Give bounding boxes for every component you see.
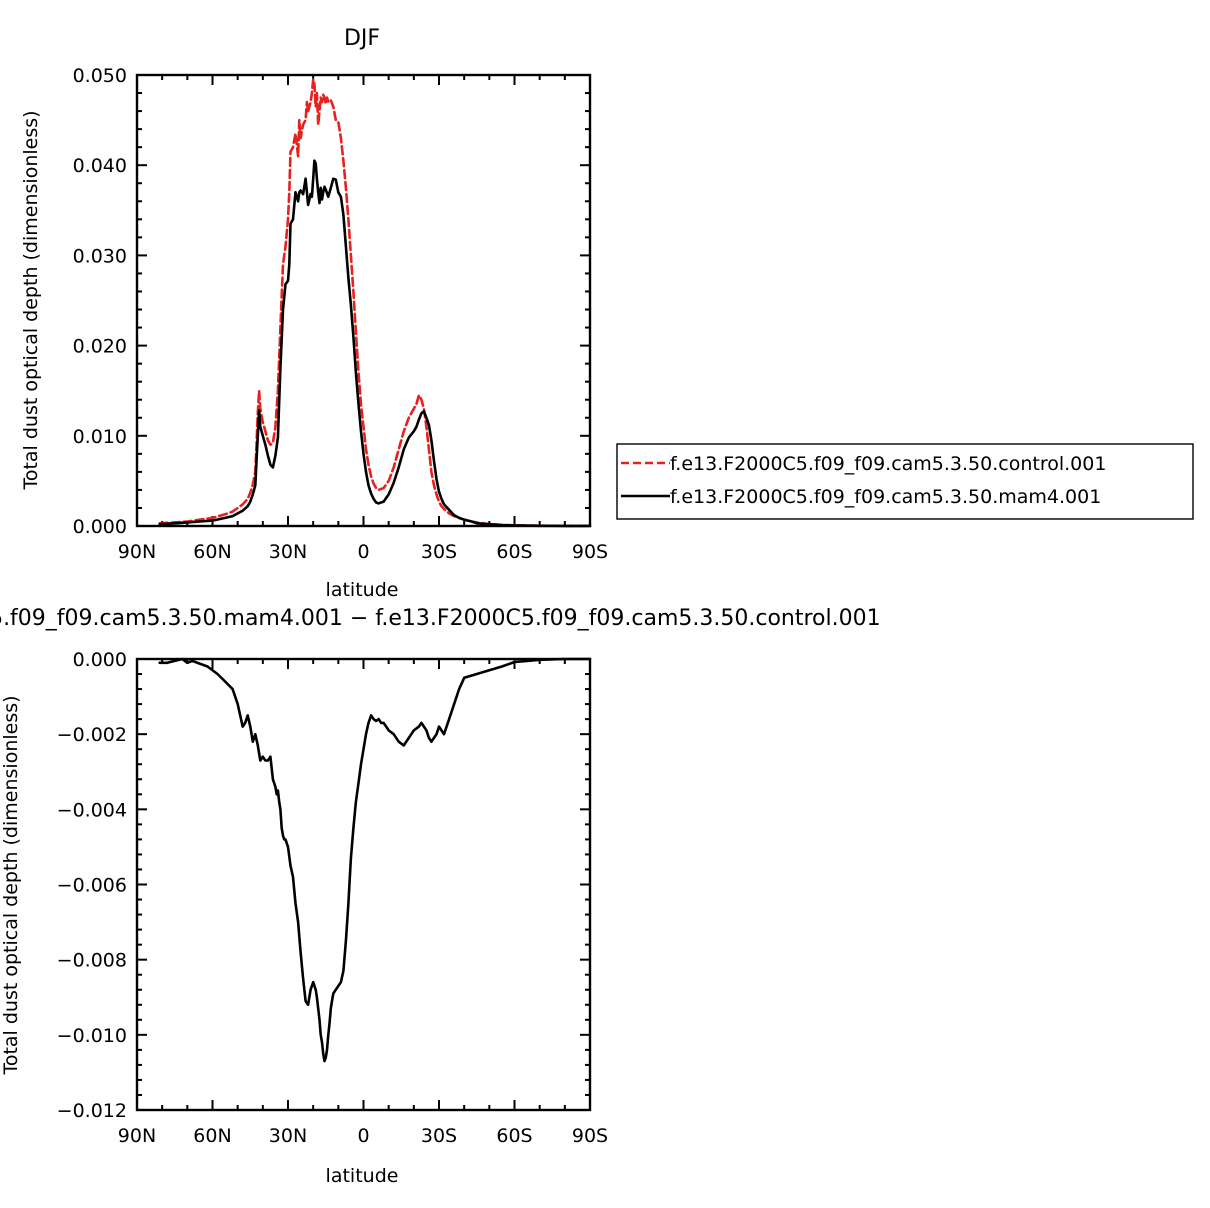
- y-tick-label: 0.020: [73, 336, 127, 358]
- x-tick-label: 90S: [572, 1125, 608, 1147]
- legend-label-mam4: f.e13.F2000C5.f09_f09.cam5.3.50.mam4.001: [670, 486, 1101, 508]
- axis-ticks: [136, 658, 591, 1111]
- plot-frame: [135, 657, 592, 1112]
- x-tick-label: 30N: [269, 1125, 307, 1147]
- legend-box: [616, 443, 1194, 520]
- y-tick-label: −0.008: [57, 950, 127, 972]
- x-axis-label: latitude: [326, 579, 399, 601]
- y-tick-label: −0.012: [57, 1100, 127, 1122]
- y-tick-label: 0.010: [73, 426, 127, 448]
- legend: f.e13.F2000C5.f09_f09.cam5.3.50.control.…: [616, 443, 1194, 520]
- x-tick-label: 60S: [496, 1125, 532, 1147]
- x-tick-label: 0: [357, 541, 369, 563]
- y-tick-label: 0.000: [73, 649, 127, 671]
- x-tick-label: 30S: [421, 541, 457, 563]
- x-tick-label: 90N: [118, 541, 156, 563]
- y-tick-label: 0.000: [73, 516, 127, 538]
- chart-title: f.e13.F2000C5.f09_f09.cam5.3.50.mam4.001…: [0, 606, 881, 631]
- x-tick-label: 60N: [193, 1125, 231, 1147]
- difference-panel: f.e13.F2000C5.f09_f09.cam5.3.50.mam4.001…: [0, 606, 881, 1187]
- series-layer: [158, 657, 592, 1063]
- chart-title: DJF: [344, 26, 380, 51]
- y-tick-label: −0.006: [57, 875, 127, 897]
- y-tick-label: −0.004: [57, 799, 127, 821]
- series-line-1: [158, 159, 592, 528]
- y-tick-label: −0.002: [57, 724, 127, 746]
- x-tick-label: 90S: [572, 541, 608, 563]
- x-axis-label: latitude: [326, 1165, 399, 1187]
- plot-frame: [135, 73, 592, 528]
- x-tick-label: 60S: [496, 541, 532, 563]
- series-layer: [158, 78, 592, 528]
- y-axis-label: Total dust optical depth (dimensionless): [0, 695, 22, 1075]
- legend-label-control: f.e13.F2000C5.f09_f09.cam5.3.50.control.…: [670, 453, 1106, 475]
- x-tick-label: 0: [357, 1125, 369, 1147]
- y-tick-label: −0.010: [57, 1025, 127, 1047]
- x-tick-label: 90N: [118, 1125, 156, 1147]
- series-line-0: [158, 657, 592, 1063]
- y-axis-label: Total dust optical depth (dimensionless): [20, 110, 42, 490]
- series-line-0: [158, 78, 592, 528]
- y-tick-label: 0.030: [73, 245, 127, 267]
- axis-tick-labels: 90N 60N 30N 0 30S 60S 90S 0.000 0.010 0.020 0.030 0…: [73, 65, 609, 563]
- axis-tick-labels: 90N 60N 30N 0 30S 60S 90S −0.012 −0.010 −0.008 −0.…: [57, 649, 608, 1147]
- x-tick-label: 30N: [269, 541, 307, 563]
- y-tick-label: 0.050: [73, 65, 127, 87]
- y-tick-label: 0.040: [73, 155, 127, 177]
- x-tick-label: 60N: [193, 541, 231, 563]
- djf-panel: DJF Total dust optical depth (dimensionl…: [20, 26, 608, 601]
- x-tick-label: 30S: [421, 1125, 457, 1147]
